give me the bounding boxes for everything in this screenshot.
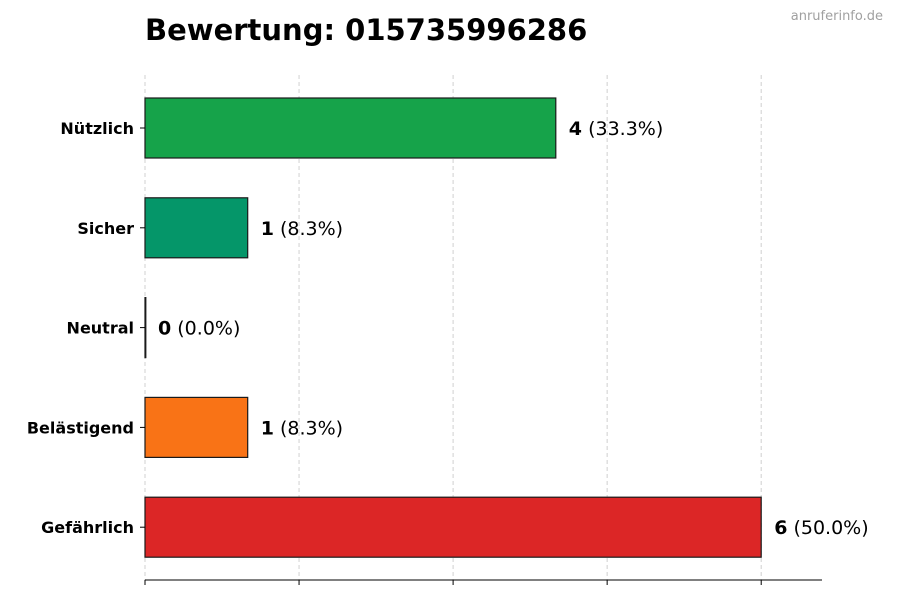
data-label: 1 (8.3%) xyxy=(261,417,343,439)
data-label-count: 1 xyxy=(261,417,274,439)
data-label-count: 4 xyxy=(569,118,582,140)
data-label-count: 0 xyxy=(158,318,171,340)
category-label: Nützlich xyxy=(60,119,134,138)
data-label-percent: (50.0%) xyxy=(787,517,868,539)
bar xyxy=(144,97,557,159)
bar xyxy=(144,396,249,458)
data-label-percent: (8.3%) xyxy=(274,417,343,439)
bar xyxy=(144,197,249,259)
bar xyxy=(144,297,147,359)
data-label-percent: (0.0%) xyxy=(171,318,240,340)
labels: Nützlich 4 (33.3%) Sicher 1 (8.3%) Neutral 0 … xyxy=(27,118,869,539)
watermark: anruferinfo.de xyxy=(790,9,883,24)
category-label: Sicher xyxy=(77,219,134,238)
data-label-percent: (33.3%) xyxy=(582,118,663,140)
data-label: 6 (50.0%) xyxy=(774,517,868,539)
category-label: Belästigend xyxy=(27,418,134,437)
category-label: Neutral xyxy=(67,319,134,338)
data-label: 0 (0.0%) xyxy=(158,318,240,340)
data-label: 1 (8.3%) xyxy=(261,218,343,240)
axes xyxy=(140,127,822,585)
category-label: Gefährlich xyxy=(41,518,134,537)
bars xyxy=(144,97,762,558)
data-label-count: 6 xyxy=(774,517,787,539)
data-label-count: 1 xyxy=(261,218,274,240)
chart-title: Bewertung: 015735996286 xyxy=(145,13,588,47)
data-label-percent: (8.3%) xyxy=(274,218,343,240)
bar xyxy=(144,496,762,558)
data-label: 4 (33.3%) xyxy=(569,118,663,140)
